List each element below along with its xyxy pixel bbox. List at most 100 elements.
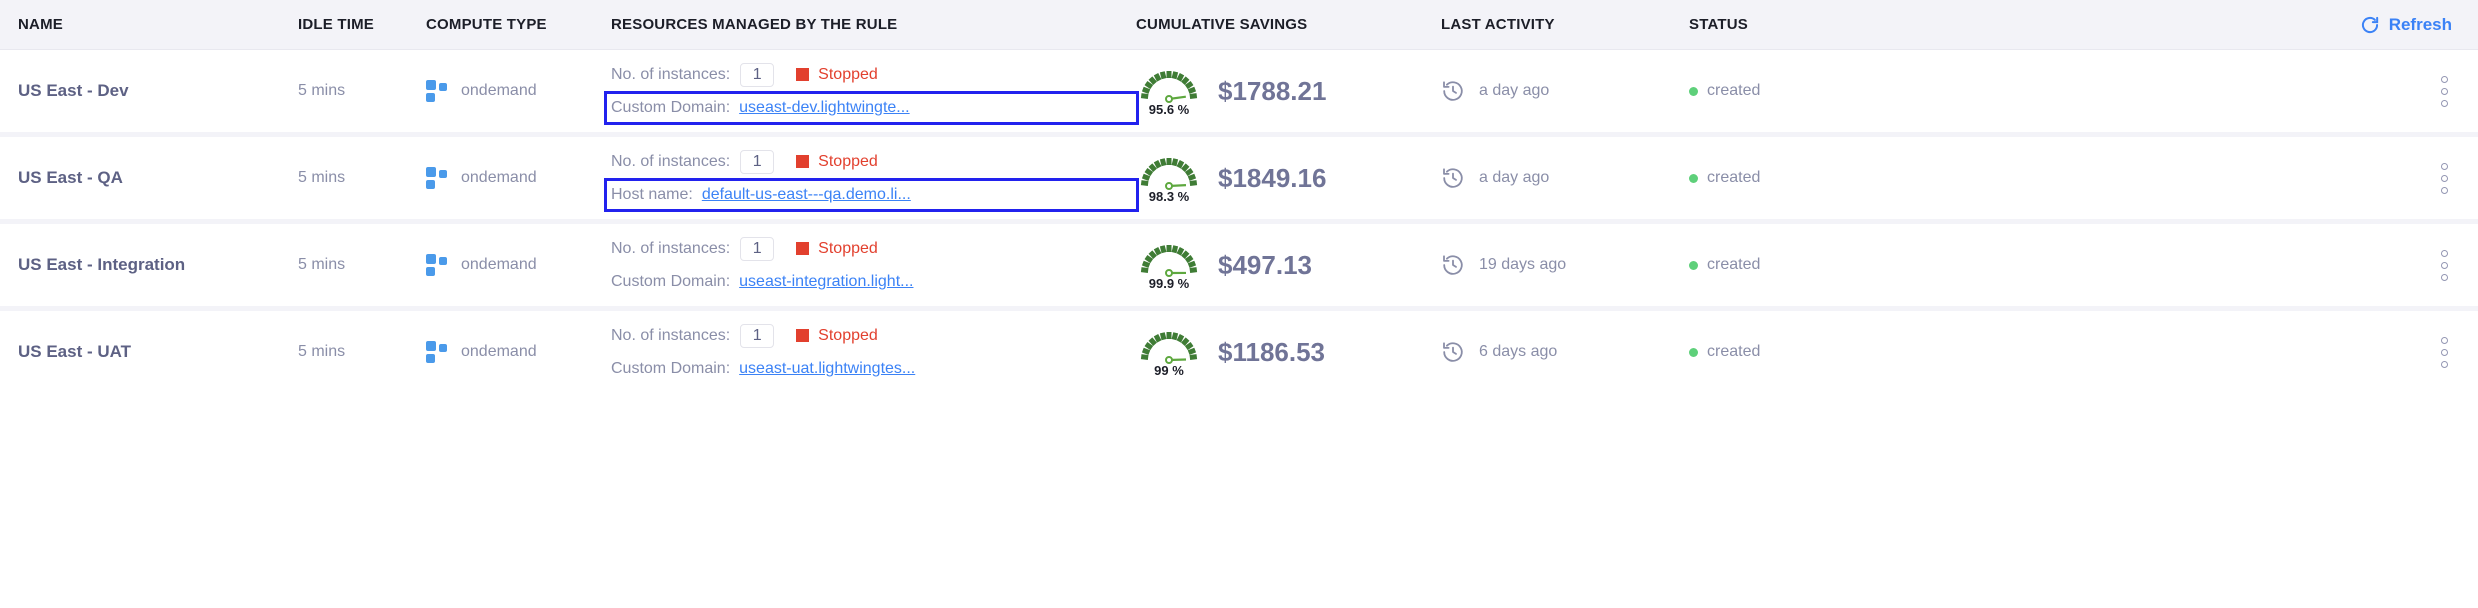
nodes-icon xyxy=(426,167,448,189)
stopped-square-icon xyxy=(796,155,810,168)
column-header-status: STATUS xyxy=(1689,16,1748,33)
history-clock-icon xyxy=(1441,340,1465,364)
refresh-label: Refresh xyxy=(2388,14,2452,34)
refresh-icon xyxy=(2360,15,2380,35)
savings-gauge: 95.6 % xyxy=(1136,66,1202,117)
more-options-icon[interactable] xyxy=(2437,333,2452,372)
savings-amount: $1186.53 xyxy=(1218,336,1326,367)
last-activity-cell: a day ago xyxy=(1441,166,1689,190)
last-activity-cell: a day ago xyxy=(1441,79,1689,103)
gauge-icon xyxy=(1140,70,1198,103)
savings-percent: 95.6 % xyxy=(1148,101,1190,117)
savings-percent: 99.9 % xyxy=(1148,275,1190,291)
compute-type-cell: ondemand xyxy=(426,254,611,276)
instances-line: No. of instances: 1 Stopped xyxy=(611,322,1136,350)
instance-state-label: Stopped xyxy=(818,65,878,83)
column-header-resources: RESOURCES MANAGED BY THE RULE xyxy=(611,16,898,33)
idle-time-cell: 5 mins xyxy=(298,256,426,274)
row-actions-cell xyxy=(1899,246,2478,285)
more-options-icon[interactable] xyxy=(2437,72,2452,111)
instances-count: 1 xyxy=(740,236,775,261)
more-options-icon[interactable] xyxy=(2437,246,2452,285)
instance-state-label: Stopped xyxy=(818,326,878,344)
column-header-compute-type: COMPUTE TYPE xyxy=(426,16,547,33)
last-activity-value: a day ago xyxy=(1479,169,1550,186)
savings-gauge: 99.9 % xyxy=(1136,240,1202,291)
resource-link[interactable]: default-us-east---qa.demo.li... xyxy=(701,185,911,203)
nodes-icon xyxy=(426,254,448,276)
status-badge: created xyxy=(1689,343,1899,361)
resource-link-line[interactable]: Custom Domain: useast-dev.lightwingte... xyxy=(604,90,1139,125)
compute-type-cell: ondemand xyxy=(426,80,611,102)
table-row[interactable]: US East - UAT 5 mins ondemand No. of ins… xyxy=(0,311,2478,393)
idle-time-cell: 5 mins xyxy=(298,343,426,361)
table-header: NAME IDLE TIME COMPUTE TYPE RESOURCES MA… xyxy=(0,0,2478,50)
instances-count: 1 xyxy=(740,62,775,87)
status-dot-icon xyxy=(1689,347,1698,357)
compute-type-value: ondemand xyxy=(461,169,537,186)
instances-label: No. of instances: xyxy=(611,152,731,170)
rule-name: US East - Integration xyxy=(18,255,186,274)
resource-label: Custom Domain: xyxy=(611,359,731,377)
gauge-icon xyxy=(1140,157,1198,190)
rule-name-cell: US East - QA xyxy=(18,168,298,188)
resource-link-line[interactable]: Host name: default-us-east---qa.demo.li.… xyxy=(604,177,1139,212)
cumulative-savings-cell: 98.3 % $1849.16 xyxy=(1136,153,1441,204)
savings-amount: $1849.16 xyxy=(1218,162,1327,193)
instance-state-label: Stopped xyxy=(818,239,878,257)
resource-link-line[interactable]: Custom Domain: useast-integration.light.… xyxy=(611,268,1136,296)
last-activity-value: a day ago xyxy=(1479,82,1550,99)
row-actions-cell xyxy=(1899,159,2478,198)
resource-link[interactable]: useast-integration.light... xyxy=(739,272,914,290)
instances-label: No. of instances: xyxy=(611,326,731,344)
compute-type-value: ondemand xyxy=(461,256,537,273)
status-badge: created xyxy=(1689,82,1899,100)
rule-name: US East - UAT xyxy=(18,342,132,361)
status-dot-icon xyxy=(1689,173,1698,183)
resource-link[interactable]: useast-dev.lightwingte... xyxy=(739,98,910,116)
status-cell: created xyxy=(1689,169,1899,187)
savings-percent: 99 % xyxy=(1154,362,1184,378)
resource-label: Custom Domain: xyxy=(611,272,731,290)
column-header-name: NAME xyxy=(18,16,63,33)
nodes-icon xyxy=(426,80,448,102)
resources-cell: No. of instances: 1 Stopped Custom Domai… xyxy=(611,235,1136,296)
compute-type-cell: ondemand xyxy=(426,167,611,189)
instance-state: Stopped xyxy=(796,327,878,345)
instances-line: No. of instances: 1 Stopped xyxy=(611,235,1136,263)
column-header-idle-time: IDLE TIME xyxy=(298,16,374,33)
header-actions: Refresh xyxy=(1899,15,2478,35)
column-header-cumulative-savings: CUMULATIVE SAVINGS xyxy=(1136,16,1308,33)
gauge-icon xyxy=(1140,244,1198,277)
instance-state: Stopped xyxy=(796,240,878,258)
instances-line: No. of instances: 1 Stopped xyxy=(611,148,1136,176)
history-clock-icon xyxy=(1441,166,1465,190)
refresh-button[interactable]: Refresh xyxy=(2360,15,2452,35)
resources-cell: No. of instances: 1 Stopped Custom Domai… xyxy=(604,61,1139,125)
table-row[interactable]: US East - QA 5 mins ondemand No. of inst… xyxy=(0,137,2478,219)
resource-link-line[interactable]: Custom Domain: useast-uat.lightwingtes..… xyxy=(611,355,1136,383)
instances-count: 1 xyxy=(740,323,775,348)
savings-amount: $1788.21 xyxy=(1218,75,1327,106)
instances-line: No. of instances: 1 Stopped xyxy=(611,61,1136,89)
status-cell: created xyxy=(1689,256,1899,274)
more-options-icon[interactable] xyxy=(2437,159,2452,198)
instance-state: Stopped xyxy=(796,153,878,171)
status-dot-icon xyxy=(1689,86,1698,96)
nodes-icon xyxy=(426,341,448,363)
rule-name-cell: US East - Dev xyxy=(18,81,298,101)
resources-cell: No. of instances: 1 Stopped Custom Domai… xyxy=(611,322,1136,383)
rule-name-cell: US East - UAT xyxy=(18,342,298,362)
resource-label: Host name: xyxy=(611,185,693,203)
idle-time-value: 5 mins xyxy=(298,169,346,186)
table-body: US East - Dev 5 mins ondemand No. of ins… xyxy=(0,50,2478,393)
compute-type-cell: ondemand xyxy=(426,341,611,363)
status-label: created xyxy=(1707,256,1761,273)
rule-name-cell: US East - Integration xyxy=(18,255,298,275)
table-row[interactable]: US East - Integration 5 mins ondemand No… xyxy=(0,224,2478,306)
resource-link[interactable]: useast-uat.lightwingtes... xyxy=(739,359,916,377)
idle-time-value: 5 mins xyxy=(298,343,346,360)
stopped-square-icon xyxy=(796,329,810,342)
table-row[interactable]: US East - Dev 5 mins ondemand No. of ins… xyxy=(0,50,2478,132)
idle-time-cell: 5 mins xyxy=(298,82,426,100)
